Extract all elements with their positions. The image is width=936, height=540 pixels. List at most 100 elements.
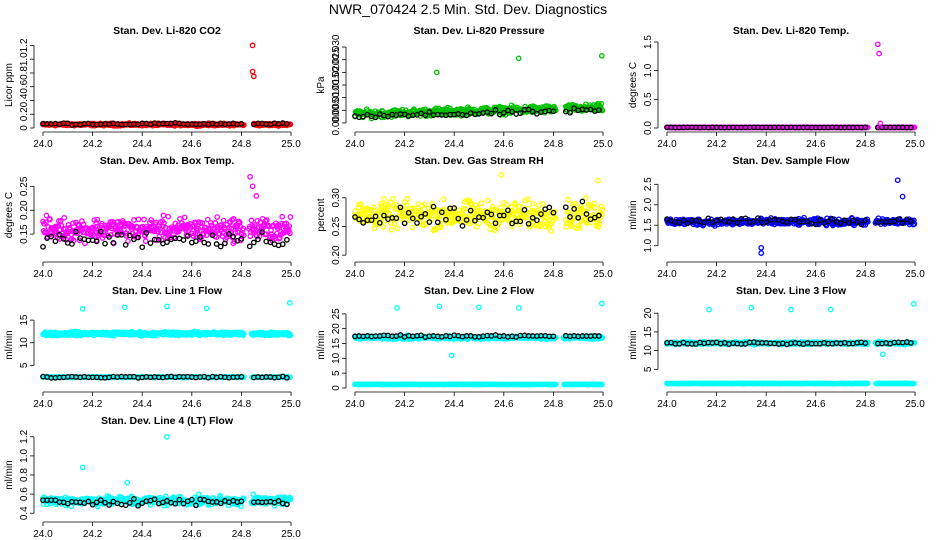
data-point-black [40, 243, 46, 250]
x-tick-label: 24.6 [494, 399, 514, 410]
data-point-black [255, 236, 261, 243]
y-tick-label: 0.2 [19, 107, 30, 121]
data-point [276, 234, 283, 241]
x-tick-label: 25.0 [593, 269, 613, 280]
x-tick-label: 24.2 [83, 269, 103, 280]
outlier-point [899, 193, 906, 200]
y-tick-label: 0.025 [331, 47, 342, 72]
data-point-black [193, 238, 199, 245]
data-point-black [238, 121, 245, 127]
data-point [505, 217, 512, 224]
data-point [552, 215, 559, 222]
data-point [388, 226, 395, 233]
data-point [478, 200, 485, 207]
chart-title: Stan. Dev. Line 2 Flow [424, 285, 535, 297]
x-tick-label: 24.4 [132, 269, 152, 280]
data-point [43, 212, 50, 219]
data-point [254, 217, 261, 224]
y-axis-label: ml/min [628, 200, 639, 229]
outlier-point [874, 41, 881, 48]
data-point [142, 238, 149, 245]
y-tick-label: 0 [19, 125, 30, 131]
data-point-black [742, 215, 749, 222]
data-point [456, 207, 462, 214]
y-tick-label: 0.4 [19, 93, 30, 107]
data-point-black [352, 214, 358, 220]
data-point [214, 214, 221, 220]
data-point-black [118, 231, 125, 238]
x-tick-label: 24.0 [345, 139, 365, 150]
data-point [548, 228, 554, 234]
data-point [529, 200, 536, 207]
data-point [503, 201, 510, 208]
data-point-black [792, 216, 798, 223]
data-point [864, 124, 871, 131]
y-tick-label: 0.8 [19, 66, 30, 80]
data-point [576, 224, 583, 231]
y-tick-label: 0.030 [331, 34, 342, 59]
data-point-black [143, 230, 150, 236]
data-point-black [422, 112, 429, 119]
data-point-black [467, 207, 474, 214]
data-point [565, 196, 572, 203]
data-point-black [284, 236, 290, 243]
data-point-black [139, 244, 146, 251]
x-tick-label: 25.0 [593, 139, 613, 150]
data-point [394, 225, 401, 232]
data-point [438, 224, 445, 230]
outlier-point [515, 305, 522, 311]
data-point-black [97, 228, 104, 235]
data-point-black [862, 217, 869, 223]
data-point-black [596, 107, 602, 113]
data-point [475, 220, 482, 227]
data-point-black [284, 120, 290, 127]
data-point-black [397, 204, 404, 211]
chart-title: Stan. Dev. Li-820 CO2 [113, 25, 221, 37]
data-points [40, 300, 294, 381]
data-point-black [226, 231, 232, 237]
data-point [371, 204, 377, 211]
outlier-point [876, 50, 882, 57]
data-point [70, 220, 76, 226]
x-tick-label: 25.0 [281, 269, 301, 280]
data-point-black [680, 217, 687, 224]
x-tick-label: 24.0 [345, 399, 365, 410]
data-point-black [463, 112, 470, 119]
data-point [516, 203, 523, 210]
chart-title: Stan. Dev. Sample Flow [732, 155, 850, 167]
data-point-black [734, 219, 741, 226]
y-axis-label: ml/min [4, 330, 15, 359]
chart-title: Stan. Dev. Amb. Box Temp. [100, 155, 235, 167]
data-point-black [705, 215, 712, 222]
y-tick-label: 0.005 [331, 97, 342, 122]
x-tick-label: 25.0 [905, 139, 925, 150]
data-points [40, 173, 294, 251]
data-point-black [238, 236, 245, 242]
x-tick-label: 24.2 [83, 139, 103, 150]
data-point-black [480, 214, 486, 221]
outlier-point [249, 42, 256, 49]
data-point [586, 202, 593, 209]
data-point [240, 330, 247, 337]
data-point [539, 201, 546, 207]
data-point-black [525, 220, 532, 227]
data-point-black [546, 204, 553, 211]
data-point [385, 203, 391, 209]
data-point [512, 200, 518, 206]
outlier-point [253, 193, 260, 199]
data-point-black [575, 214, 582, 221]
data-point [552, 381, 559, 388]
outlier-point [758, 244, 765, 251]
data-point-black [147, 240, 154, 246]
data-point [381, 195, 387, 202]
data-point [240, 225, 247, 232]
x-tick-label: 24.4 [444, 399, 464, 410]
data-point [578, 203, 585, 210]
x-tick-label: 24.8 [544, 399, 564, 410]
outlier-point [498, 172, 505, 178]
data-points [352, 300, 606, 388]
data-point [262, 218, 269, 224]
chart-temp: Stan. Dev. Li-820 Temp.degrees C24.0 24.2… [628, 25, 925, 150]
data-point-black [250, 239, 257, 246]
